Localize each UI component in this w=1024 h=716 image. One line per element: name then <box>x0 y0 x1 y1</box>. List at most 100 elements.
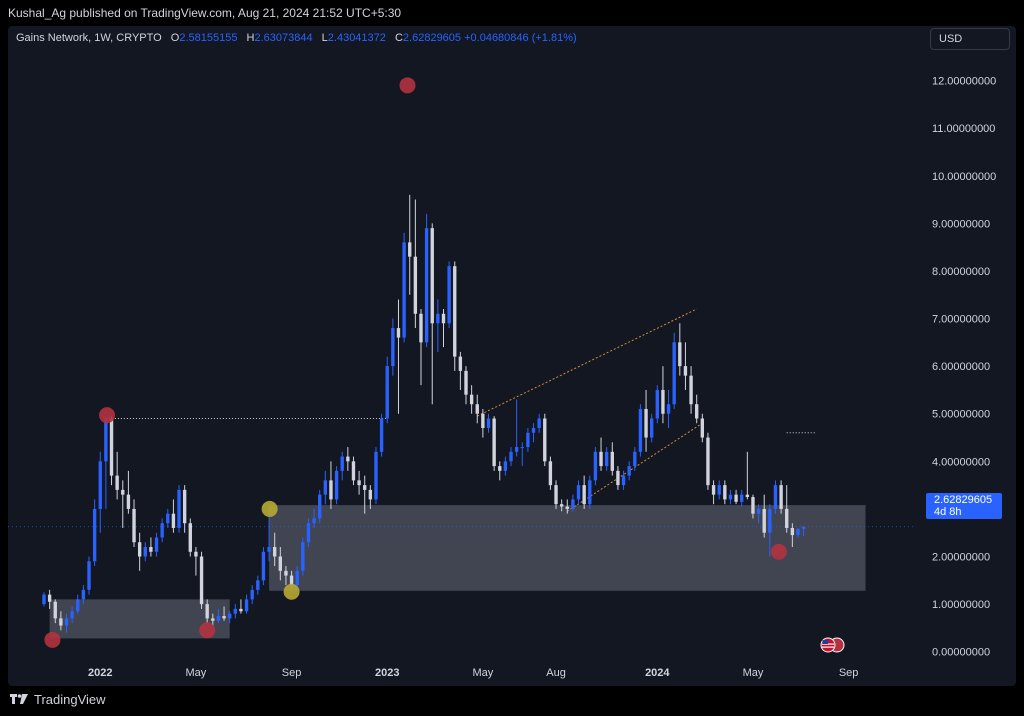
candle-body <box>430 228 434 324</box>
y-tick-label: 8.00000000 <box>932 266 990 278</box>
red-marker <box>770 543 787 560</box>
candle-body <box>413 256 418 314</box>
candle-body <box>222 616 226 619</box>
y-tick-label: 2.00000000 <box>932 552 990 564</box>
candle-body <box>261 551 266 581</box>
candle-body <box>149 547 153 552</box>
candle-body <box>464 370 468 395</box>
candle-body <box>543 418 547 462</box>
candle-body <box>329 480 333 500</box>
x-tick-label: 2023 <box>375 667 399 679</box>
candle-body <box>441 313 446 324</box>
candle-body <box>121 489 125 495</box>
candle-body <box>177 489 181 528</box>
candle-body <box>633 451 637 467</box>
candle-body <box>340 456 344 471</box>
legend-low-label: L <box>321 32 328 44</box>
candle-body <box>655 389 659 419</box>
candle-body <box>76 599 80 612</box>
publisher-line: Kushal_Ag published on TradingView.com, … <box>8 6 402 20</box>
legend-close-value: 2.62829605 <box>402 32 462 44</box>
x-tick-label: May <box>743 667 764 679</box>
candle-body <box>773 485 778 509</box>
candle-body <box>160 523 164 538</box>
channel-line <box>477 308 697 417</box>
currency-selector[interactable]: USD <box>930 28 1010 50</box>
candle-body <box>711 485 716 495</box>
candle-body <box>47 594 52 602</box>
candle-body <box>289 575 294 586</box>
candle-body <box>503 461 508 471</box>
candle-body <box>126 494 131 509</box>
candle-body <box>334 470 339 500</box>
candle-body <box>649 418 654 438</box>
y-tick-label: 1.00000000 <box>932 599 990 611</box>
candle-body <box>64 618 69 626</box>
y-tick-label: 7.00000000 <box>932 314 990 326</box>
candle-body <box>678 342 682 367</box>
candle-body <box>424 228 429 343</box>
candle-body <box>194 551 198 557</box>
candle-body <box>171 513 176 528</box>
candle-body <box>695 404 699 419</box>
red-marker <box>199 622 216 639</box>
candle-body <box>363 485 367 490</box>
candle-body <box>81 589 86 600</box>
candle-body <box>385 366 389 419</box>
candle-body <box>87 561 91 590</box>
candle-body <box>548 461 553 486</box>
candle-body <box>796 528 800 536</box>
markers-layer <box>44 77 787 648</box>
candle-body <box>267 547 271 552</box>
candle-body <box>599 451 603 467</box>
candle-body <box>762 508 766 533</box>
candle-body <box>723 485 727 500</box>
candle-body <box>728 494 733 500</box>
footer: TradingView <box>10 692 106 707</box>
x-tick-label: 2022 <box>88 667 112 679</box>
candle-body <box>531 428 536 433</box>
candle-body <box>514 447 519 452</box>
chart-panel[interactable]: 12.00000000 11.00000000 10.00000000 9.00000… <box>8 26 1016 686</box>
candle-body <box>53 601 57 619</box>
candle-body <box>610 451 614 471</box>
x-tick-label: Aug <box>546 667 566 679</box>
candle-body <box>672 342 676 405</box>
x-tick-label: 2024 <box>645 667 670 679</box>
yellow-marker <box>261 500 278 517</box>
us-flag-icon[interactable] <box>819 637 845 653</box>
candle-countdown: 4d 8h <box>934 506 962 518</box>
candle-body <box>576 485 581 500</box>
candle-body <box>751 497 755 514</box>
candle-body <box>115 475 119 490</box>
y-tick-label: 12.00000000 <box>932 76 996 88</box>
price-chart[interactable]: 12.00000000 11.00000000 10.00000000 9.00000… <box>8 26 1016 686</box>
candle-body <box>621 475 626 486</box>
candle-body <box>627 466 631 476</box>
candle-body <box>756 508 761 514</box>
candle-body <box>278 556 283 571</box>
red-marker <box>44 631 61 648</box>
candle-body <box>565 506 569 509</box>
candle-body <box>447 266 451 324</box>
candle-body <box>740 494 744 502</box>
candle-body <box>666 404 671 414</box>
x-tick-label: Sep <box>282 667 302 679</box>
candle-body <box>104 418 108 462</box>
support-zone <box>269 505 866 591</box>
candle-body <box>492 418 496 467</box>
y-tick-label: 5.00000000 <box>932 409 990 421</box>
candle-body <box>582 485 586 505</box>
legend-low-value: 2.43041372 <box>327 32 386 44</box>
candle-body <box>509 451 513 462</box>
candle-body <box>436 313 440 324</box>
candle-body <box>408 242 412 257</box>
candle-body <box>734 494 738 502</box>
candle-body <box>458 356 463 371</box>
candle-body <box>638 408 643 452</box>
candle-body <box>790 527 795 536</box>
candle-body <box>374 451 378 500</box>
legend-close-label: C <box>394 32 403 44</box>
candle-body <box>391 328 395 367</box>
